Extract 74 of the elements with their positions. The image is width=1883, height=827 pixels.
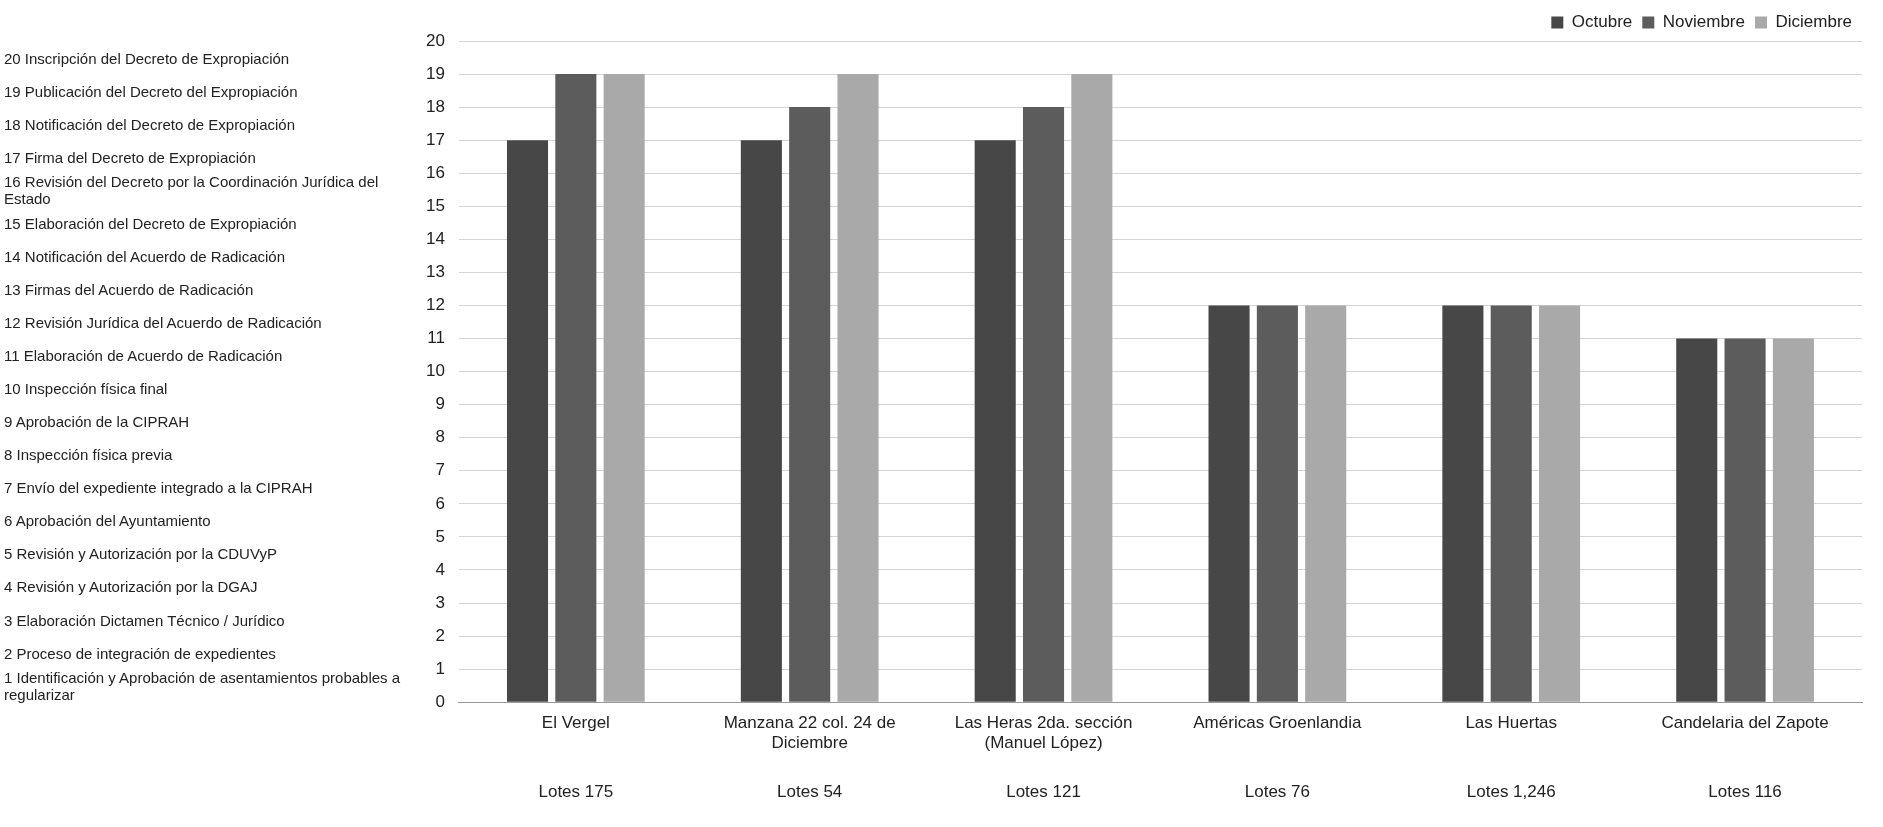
y-tick-label: 1: [435, 658, 445, 678]
bar: [555, 74, 597, 702]
text: 10 Inspección física final: [4, 379, 168, 397]
text: 7 Envío del expediente integrado a la CIPRAH: [4, 478, 313, 496]
text: 4 Revisión y Autorización por la DGAJ: [4, 577, 258, 595]
y-tick-label: 11: [427, 328, 445, 348]
legend-label: Diciembre: [1775, 12, 1853, 32]
text: 2 Proceso de integración de expedientes: [4, 644, 276, 662]
bar: [974, 140, 1016, 702]
y-tick-label: 14: [425, 229, 445, 249]
text: 16 Revisión del Decreto por la Coordinación Jurídica del Estado: [4, 172, 380, 207]
bar: [1208, 305, 1250, 702]
text: 8 Inspección física previa: [4, 445, 173, 463]
y-tick-label: 12: [425, 295, 445, 315]
bar: [506, 140, 549, 702]
bar: [1724, 338, 1766, 702]
y-tick-label: 7: [435, 460, 445, 480]
text: 18 Notificación del Decreto de Expropiación: [4, 115, 295, 133]
y-tick-label: 20: [425, 30, 445, 50]
bar: [789, 107, 831, 702]
y-tick-label: 16: [425, 162, 445, 182]
bar: [1442, 305, 1484, 702]
bar: [1256, 305, 1298, 702]
bar: [837, 74, 879, 702]
bar: [1022, 107, 1065, 702]
text: Lotes 1,246: [1466, 781, 1556, 801]
y-tick-label: 6: [435, 493, 445, 513]
y-tick-label: 2: [435, 625, 445, 645]
bar: [1490, 305, 1532, 702]
text: 13 Firmas del Acuerdo de Radicación: [4, 280, 254, 298]
text: 5 Revisión y Autorización por la CDUVyP: [4, 544, 277, 562]
y-tick-label: 9: [435, 394, 445, 414]
x-tick-label: El Vergel: [541, 713, 610, 733]
y-tick-label: 15: [425, 195, 445, 215]
text: 6 Aprobación del Ayuntamiento: [4, 511, 211, 529]
text: 9 Aprobación de la CIPRAH: [4, 412, 190, 430]
bar: [1676, 338, 1718, 702]
legend-label: Noviembre: [1662, 12, 1745, 32]
bar: [1772, 338, 1814, 702]
x-tick-label: Manzana 22 col. 24 de Diciembre: [723, 713, 896, 753]
y-tick-label: 18: [425, 96, 445, 116]
bar: [603, 74, 645, 702]
y-tick-label: 5: [435, 526, 445, 546]
text: 20 Inscripción del Decreto de Expropiación: [4, 49, 290, 67]
bar: [1539, 305, 1581, 702]
text: Lotes 76: [1244, 781, 1310, 801]
text: 15 Elaboración del Decreto de Expropiación: [4, 214, 297, 232]
bar: [740, 140, 782, 702]
bar: [1071, 74, 1113, 702]
text: 12 Revisión Jurídica del Acuerdo de Radicación: [4, 313, 322, 331]
bar: [1305, 305, 1347, 702]
x-tick-label: Las Huertas: [1465, 713, 1558, 733]
text: 19 Publicación del Decreto del Expropiación: [4, 82, 298, 100]
y-tick-label: 10: [425, 361, 445, 381]
y-tick-label: 17: [425, 129, 445, 149]
y-tick-label: 8: [435, 427, 445, 447]
text: Lotes 116: [1708, 781, 1782, 801]
text: 11 Elaboración de Acuerdo de Radicación: [4, 346, 283, 364]
text: Lotes 121: [1006, 781, 1081, 801]
x-tick-label: Las Heras 2da. sección (Manuel López): [954, 713, 1133, 753]
x-tick-label: Américas Groenlandia: [1193, 713, 1363, 733]
y-tick-label: 19: [425, 63, 445, 83]
y-tick-label: 3: [435, 592, 445, 612]
y-tick-label: 0: [435, 691, 445, 711]
text: 1 Identificación y Aprobación de asentamientos probables a regularizar: [4, 668, 402, 703]
text: 14 Notificación del Acuerdo de Radicación: [4, 247, 286, 265]
text: 3 Elaboración Dictamen Técnico / Jurídico: [4, 611, 285, 629]
text: 17 Firma del Decreto de Expropiación: [4, 148, 256, 166]
legend-label: Octubre: [1571, 12, 1633, 32]
text: Lotes 54: [777, 781, 843, 801]
y-tick-label: 13: [425, 262, 445, 282]
text: Lotes 175: [538, 781, 614, 801]
x-tick-label: Candelaria del Zapote: [1661, 713, 1829, 733]
y-tick-label: 4: [435, 559, 445, 579]
